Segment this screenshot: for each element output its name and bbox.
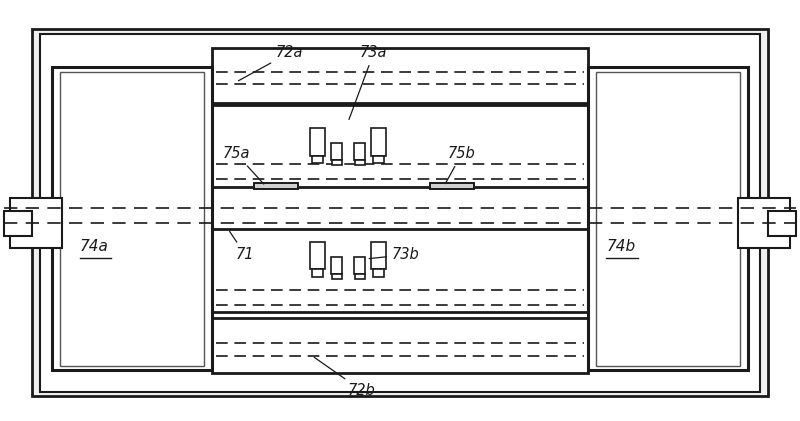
Bar: [52, 67, 212, 370]
Text: 72a: 72a: [238, 45, 303, 81]
Text: 75b: 75b: [446, 146, 476, 184]
Bar: [32, 29, 768, 396]
Bar: [354, 257, 365, 274]
Bar: [40, 34, 760, 392]
Bar: [310, 128, 325, 156]
Bar: [212, 48, 588, 103]
Bar: [430, 183, 474, 189]
Bar: [331, 143, 342, 160]
Text: 71: 71: [230, 231, 254, 262]
Bar: [371, 128, 386, 156]
Bar: [10, 198, 62, 248]
Bar: [588, 67, 748, 370]
Bar: [331, 257, 342, 274]
Bar: [312, 156, 323, 163]
Bar: [738, 198, 790, 248]
Bar: [310, 242, 325, 269]
Text: 75a: 75a: [222, 146, 264, 184]
Text: 73b: 73b: [369, 247, 420, 262]
Bar: [373, 269, 384, 277]
Bar: [373, 156, 384, 163]
Text: 73a: 73a: [349, 45, 387, 120]
Text: 72b: 72b: [314, 357, 376, 398]
Bar: [212, 105, 588, 187]
Bar: [354, 143, 365, 160]
Bar: [768, 210, 796, 236]
Bar: [332, 274, 342, 279]
Bar: [212, 318, 588, 373]
Bar: [312, 269, 323, 277]
Bar: [596, 72, 740, 366]
Bar: [60, 72, 204, 366]
Bar: [212, 229, 588, 312]
Bar: [355, 274, 365, 279]
Bar: [355, 160, 365, 165]
Bar: [4, 210, 32, 236]
Text: 74b: 74b: [606, 239, 635, 254]
Bar: [371, 242, 386, 269]
Bar: [332, 160, 342, 165]
Text: 74a: 74a: [80, 239, 109, 254]
Bar: [254, 183, 298, 189]
